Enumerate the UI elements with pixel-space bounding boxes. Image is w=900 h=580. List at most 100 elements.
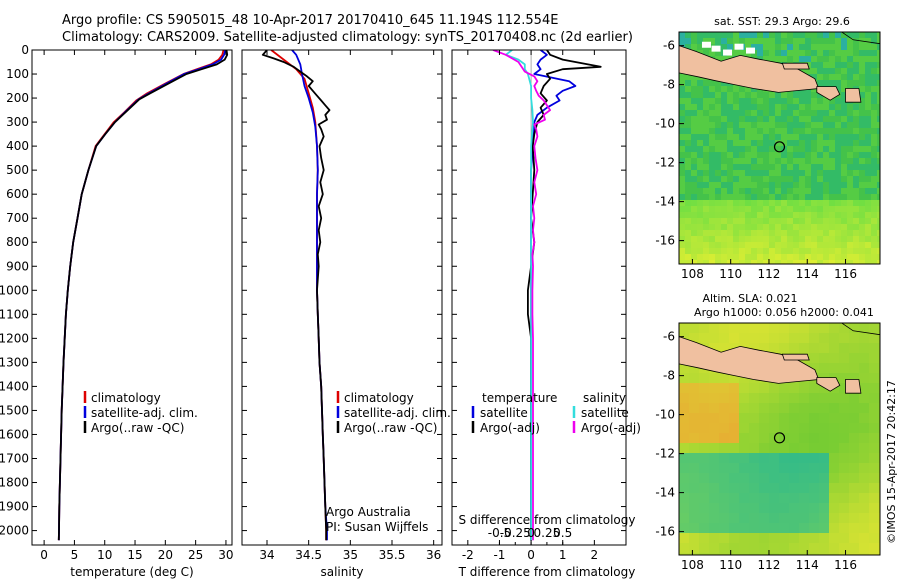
map-cell (871, 32, 878, 39)
map-cell (719, 503, 730, 514)
temperature-line-climatology (57, 50, 225, 541)
map-cell (859, 158, 866, 165)
map-cell (709, 543, 720, 554)
map-cell (817, 98, 824, 105)
map-cell (727, 188, 734, 195)
map-cell (793, 152, 800, 159)
map-cell (839, 353, 850, 364)
map-cell (715, 182, 722, 189)
map-cell (679, 463, 690, 474)
map-cell (745, 260, 752, 264)
map-cell (751, 188, 758, 195)
map-cell (721, 146, 728, 153)
map-cell (699, 483, 710, 494)
map-cell (679, 128, 686, 135)
map-cell (877, 140, 880, 147)
map-cell (739, 483, 750, 494)
map-cell (865, 242, 872, 249)
map-cell (699, 403, 710, 414)
map-cell (789, 513, 800, 524)
map-cell (709, 423, 720, 434)
temperature-panel: 0 5 10 15 20 25 300100200300400500600700800900… (0, 43, 234, 579)
temperature-ytick-label: 0 (21, 43, 29, 57)
map-cell (789, 403, 800, 414)
map-cell (817, 188, 824, 195)
map-cell (823, 230, 830, 237)
map-cell (805, 110, 812, 117)
map-cell (823, 176, 830, 183)
map-cell (865, 224, 872, 231)
map-cell (691, 92, 698, 99)
map-cell (781, 164, 788, 171)
map-cell (805, 152, 812, 159)
map-cell (829, 493, 840, 504)
map-cell (793, 92, 800, 99)
map-cell (733, 224, 740, 231)
map-cell (745, 176, 752, 183)
map-cell (703, 212, 710, 219)
temperature-xtick-label: 0 (40, 548, 48, 562)
map-cell (793, 158, 800, 165)
map-cell (859, 212, 866, 219)
map-cell (739, 224, 746, 231)
map-cell (817, 212, 824, 219)
map-cell (849, 523, 860, 534)
header-line2: Climatology: CARS2009. Satellite-adjuste… (62, 30, 633, 45)
map-cell (769, 44, 776, 51)
map-cell (805, 140, 812, 147)
map-cell (841, 170, 848, 177)
map-cell (877, 212, 880, 219)
map-cell (817, 200, 824, 207)
map-cell (841, 50, 848, 57)
map-cell (865, 254, 872, 261)
map-cell (809, 413, 820, 424)
map-cell (709, 104, 716, 111)
map-cell (745, 194, 752, 201)
map-cell (697, 230, 704, 237)
map-cell (859, 188, 866, 195)
map-cell (757, 146, 764, 153)
map-cell (835, 134, 842, 141)
map-cell (841, 80, 848, 87)
map-cell (745, 182, 752, 189)
map-cell (829, 230, 836, 237)
map-cell (769, 260, 776, 264)
map-cell (739, 116, 746, 123)
map-cell (759, 493, 770, 504)
map-cell (823, 170, 830, 177)
map-cell (853, 194, 860, 201)
map-cell (799, 242, 806, 249)
map-cell (721, 38, 728, 45)
map-cell (819, 383, 830, 394)
map-cell (871, 254, 878, 261)
map-cell (847, 44, 854, 51)
map-cell (703, 260, 710, 264)
map-cell (763, 236, 770, 243)
map-cell (719, 333, 730, 344)
map-cell (749, 483, 760, 494)
imos-credit: ©IMOS 15-Apr-2017 20:42:17 (885, 380, 898, 544)
map-cell (841, 68, 848, 75)
map-cell (739, 188, 746, 195)
map-cell (793, 182, 800, 189)
map-cell (703, 98, 710, 105)
map-cell (745, 116, 752, 123)
map-cell (829, 393, 840, 404)
map-cell (805, 104, 812, 111)
map-cell (781, 32, 788, 39)
map-cell (781, 50, 788, 57)
difference-xtick-label: 0 (527, 548, 535, 562)
salinity-note-line1: Argo Australia (326, 505, 411, 519)
map-cell (763, 152, 770, 159)
map-cell (697, 176, 704, 183)
map-cell (709, 533, 720, 544)
map-cell (841, 140, 848, 147)
map-cell (729, 423, 740, 434)
map-xtick-label: 108 (681, 267, 704, 281)
map-cell (787, 224, 794, 231)
map-cell (685, 44, 692, 51)
map-cell (691, 170, 698, 177)
map-cell (781, 194, 788, 201)
temperature-ytick-label: 1600 (0, 427, 29, 441)
map-cell (835, 152, 842, 159)
